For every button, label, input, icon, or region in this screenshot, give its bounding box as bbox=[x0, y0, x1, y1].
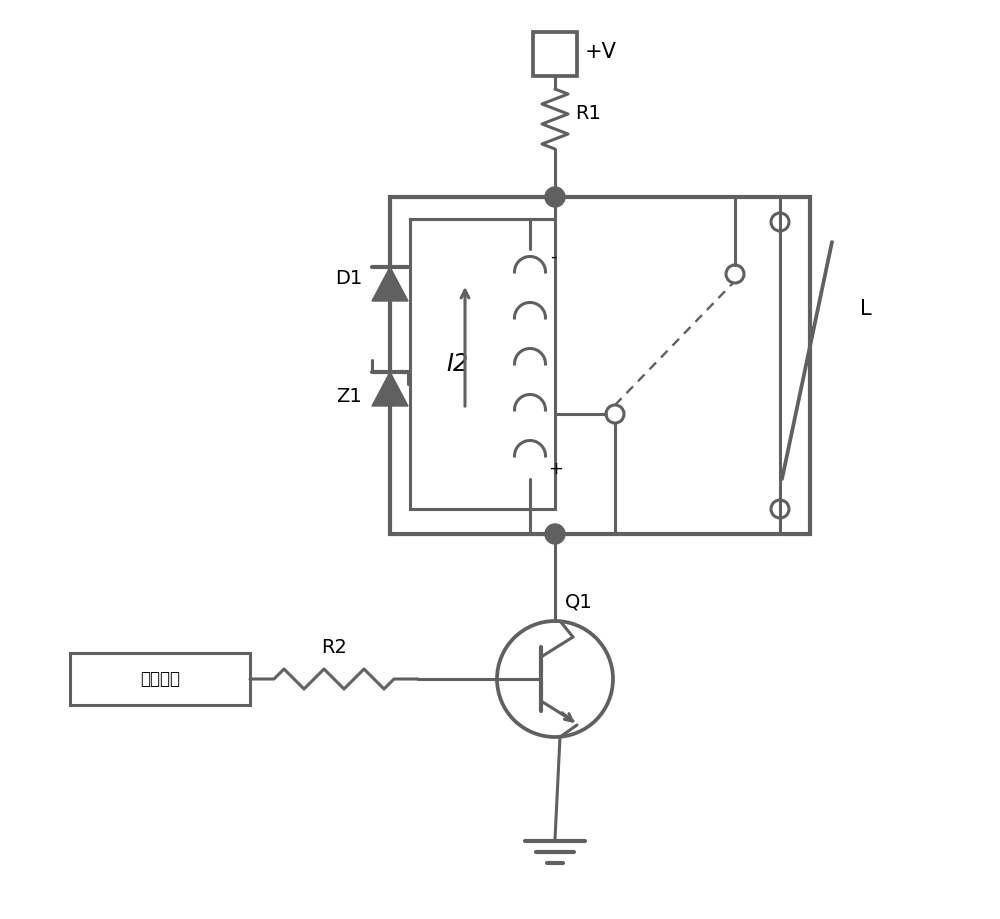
Text: -: - bbox=[550, 248, 556, 266]
Bar bbox=[533, 32, 577, 76]
Text: R2: R2 bbox=[321, 638, 347, 657]
Text: D1: D1 bbox=[335, 269, 362, 289]
Text: I2: I2 bbox=[446, 352, 468, 376]
Polygon shape bbox=[372, 372, 408, 406]
Text: +V: +V bbox=[585, 42, 617, 62]
Text: L: L bbox=[860, 299, 872, 319]
Text: +: + bbox=[548, 460, 563, 478]
Circle shape bbox=[545, 187, 565, 207]
Text: Q1: Q1 bbox=[565, 592, 593, 611]
Bar bbox=[390, 197, 810, 534]
Polygon shape bbox=[372, 267, 408, 301]
Bar bbox=[410, 219, 555, 509]
Text: R1: R1 bbox=[575, 105, 601, 123]
Bar bbox=[70, 653, 250, 705]
Text: 控制信号: 控制信号 bbox=[140, 670, 180, 688]
Circle shape bbox=[545, 524, 565, 544]
Text: Z1: Z1 bbox=[336, 388, 362, 406]
